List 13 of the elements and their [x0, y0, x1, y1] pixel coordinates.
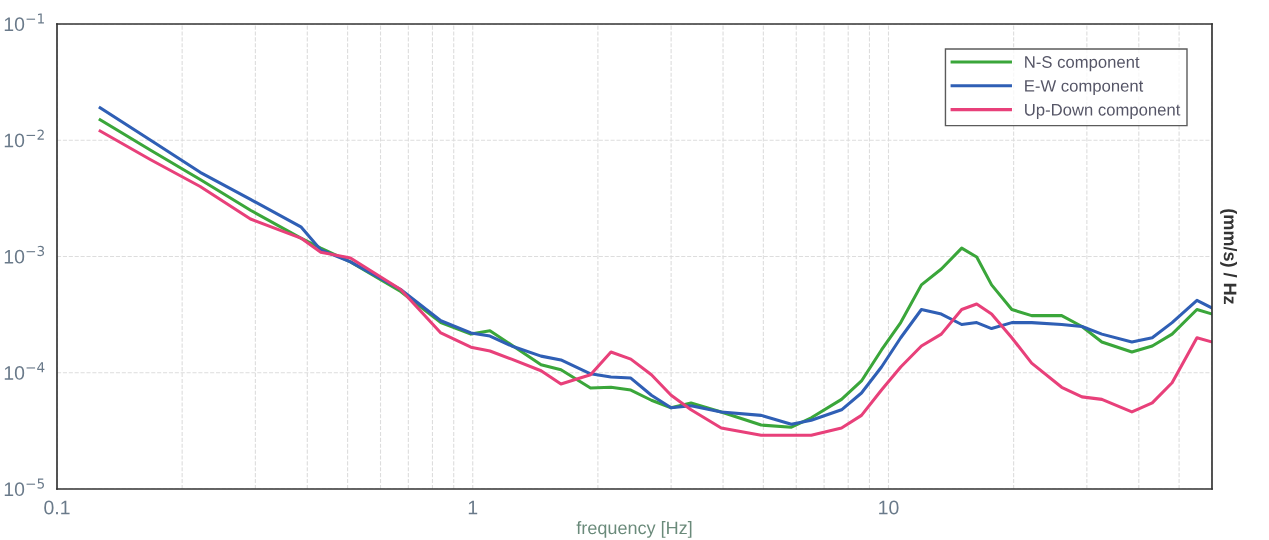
x-tick-label: 1	[468, 500, 478, 515]
y-tick-label: 10$^{−2}$	[4, 129, 44, 148]
x-axis-title: frequency [Hz]	[576, 521, 692, 538]
y-tick-label: 10$^{−1}$	[4, 13, 44, 32]
y-axis-title: (mm/s) / Hz	[1220, 209, 1237, 304]
x-tick-label: 10	[879, 500, 899, 515]
x-tick-label: 0.1	[44, 500, 70, 515]
y-tick-label: 10$^{−4}$	[4, 362, 45, 380]
legend-label: Up-Down component	[1025, 104, 1181, 119]
y-tick-label: 10$^{−5}$	[4, 478, 44, 497]
y-tick-label: 10$^{−3}$	[4, 245, 45, 264]
legend-label: E-W component	[1025, 80, 1144, 96]
legend-label: N-S component	[1025, 56, 1140, 72]
